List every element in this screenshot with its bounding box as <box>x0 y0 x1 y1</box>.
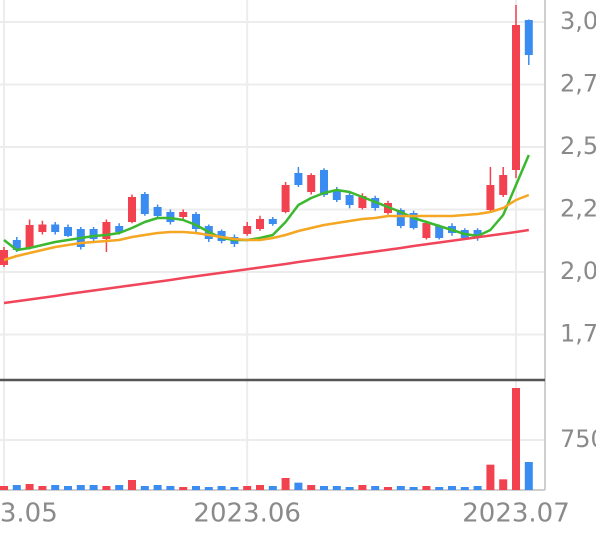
volume-bar <box>268 486 277 490</box>
volume-bar <box>345 487 354 490</box>
volume-bar <box>76 485 85 490</box>
candle-body <box>243 226 252 234</box>
volume-bar <box>422 486 431 490</box>
candle-body <box>396 210 405 226</box>
volume-bar <box>179 487 188 490</box>
candle-body <box>512 25 520 170</box>
volume-bar <box>256 485 264 490</box>
volume-bar <box>358 485 367 490</box>
candle-body <box>89 229 98 239</box>
y-tick-label: 3,000 <box>560 7 596 35</box>
candle-body <box>256 219 264 229</box>
x-tick-label: 2023.07 <box>462 499 570 529</box>
candle-body <box>38 224 47 232</box>
volume-bar <box>51 485 60 490</box>
volume-bar <box>307 485 316 490</box>
volume-bar <box>38 486 47 490</box>
volume-bar <box>89 485 98 490</box>
volume-bar <box>204 487 213 490</box>
candle-body <box>268 219 277 224</box>
candle-body <box>12 240 21 250</box>
candle-body <box>486 185 495 210</box>
volume-bar <box>153 485 162 490</box>
volume-bar <box>473 486 482 490</box>
volume-bar <box>486 464 495 490</box>
candle-body <box>435 226 444 238</box>
volume-bar <box>217 486 226 490</box>
candle-body <box>0 250 8 265</box>
candle-body <box>115 226 124 232</box>
candle-body <box>294 173 303 185</box>
volume-bar <box>320 486 328 490</box>
x-tick-label: 2023.05 <box>0 499 58 529</box>
volume-bar <box>12 485 21 490</box>
volume-bar <box>396 486 405 490</box>
candle-body <box>358 196 367 208</box>
volume-bar <box>524 462 533 490</box>
volume-bar <box>230 487 239 490</box>
candle-body <box>25 225 34 248</box>
candle-body <box>51 224 60 232</box>
y-tick-label: 2,250 <box>560 195 596 223</box>
volume-bar <box>140 486 149 490</box>
y-tick-label: 750 <box>560 425 596 453</box>
volume-bar <box>409 487 418 490</box>
candle-body <box>128 197 136 222</box>
volume-bar <box>294 482 303 490</box>
candle-body <box>409 213 418 228</box>
candle-body <box>345 195 354 205</box>
candle-body <box>422 223 431 238</box>
volume-bar <box>499 479 508 490</box>
moving-average-line <box>3 228 529 305</box>
volume-bar <box>512 388 520 490</box>
volume-bar <box>448 486 456 490</box>
volume-bar <box>435 487 444 490</box>
candle-body <box>499 175 508 195</box>
y-tick-label: 2,000 <box>560 257 596 285</box>
volume-bar <box>384 487 392 490</box>
y-tick-label: 2,500 <box>560 132 596 160</box>
volume-bar <box>371 486 380 490</box>
volume-bar <box>115 485 124 490</box>
moving-average-line <box>3 193 530 262</box>
y-tick-label: 1,750 <box>560 320 596 348</box>
x-tick-label: 2023.06 <box>193 499 301 529</box>
volume-bar <box>128 480 136 490</box>
volume-bar <box>460 487 469 490</box>
volume-bar <box>102 486 111 490</box>
candle-body <box>192 214 200 229</box>
volume-bar <box>192 486 200 490</box>
volume-bar <box>281 478 290 490</box>
volume-bar <box>0 486 8 490</box>
volume-bar <box>243 486 252 490</box>
moving-average-line <box>3 154 530 252</box>
candle-body <box>320 170 328 195</box>
candle-body <box>307 175 316 192</box>
candle-body <box>179 212 188 217</box>
volume-bar <box>166 486 175 490</box>
candle-body <box>281 185 290 212</box>
volume-bar <box>25 484 34 490</box>
candle-body <box>524 20 533 55</box>
candle-body <box>140 194 149 214</box>
candle-body <box>153 207 162 216</box>
y-tick-label: 2,750 <box>560 70 596 98</box>
candle-body <box>473 230 482 238</box>
candle-body <box>332 190 341 200</box>
volume-bar <box>332 486 341 490</box>
volume-bar <box>64 486 72 490</box>
candle-body <box>64 227 72 236</box>
candle-body <box>102 222 111 239</box>
